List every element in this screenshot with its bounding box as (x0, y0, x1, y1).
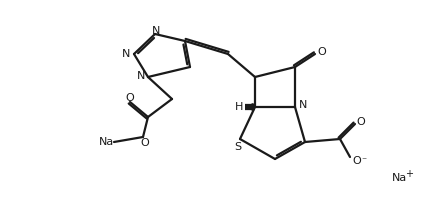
Text: H: H (235, 101, 243, 111)
Text: O: O (318, 47, 326, 57)
Text: O: O (353, 155, 361, 165)
Text: O: O (141, 137, 149, 147)
Text: Na: Na (392, 172, 407, 182)
Text: N: N (122, 49, 130, 59)
Text: Na: Na (98, 136, 114, 146)
Text: N: N (137, 71, 145, 81)
Text: O: O (357, 116, 365, 126)
Text: +: + (405, 168, 413, 178)
Text: S: S (234, 141, 242, 151)
Text: N: N (299, 100, 307, 109)
Text: N: N (152, 26, 160, 36)
Text: ⁻: ⁻ (361, 155, 367, 165)
Text: O: O (126, 93, 134, 102)
